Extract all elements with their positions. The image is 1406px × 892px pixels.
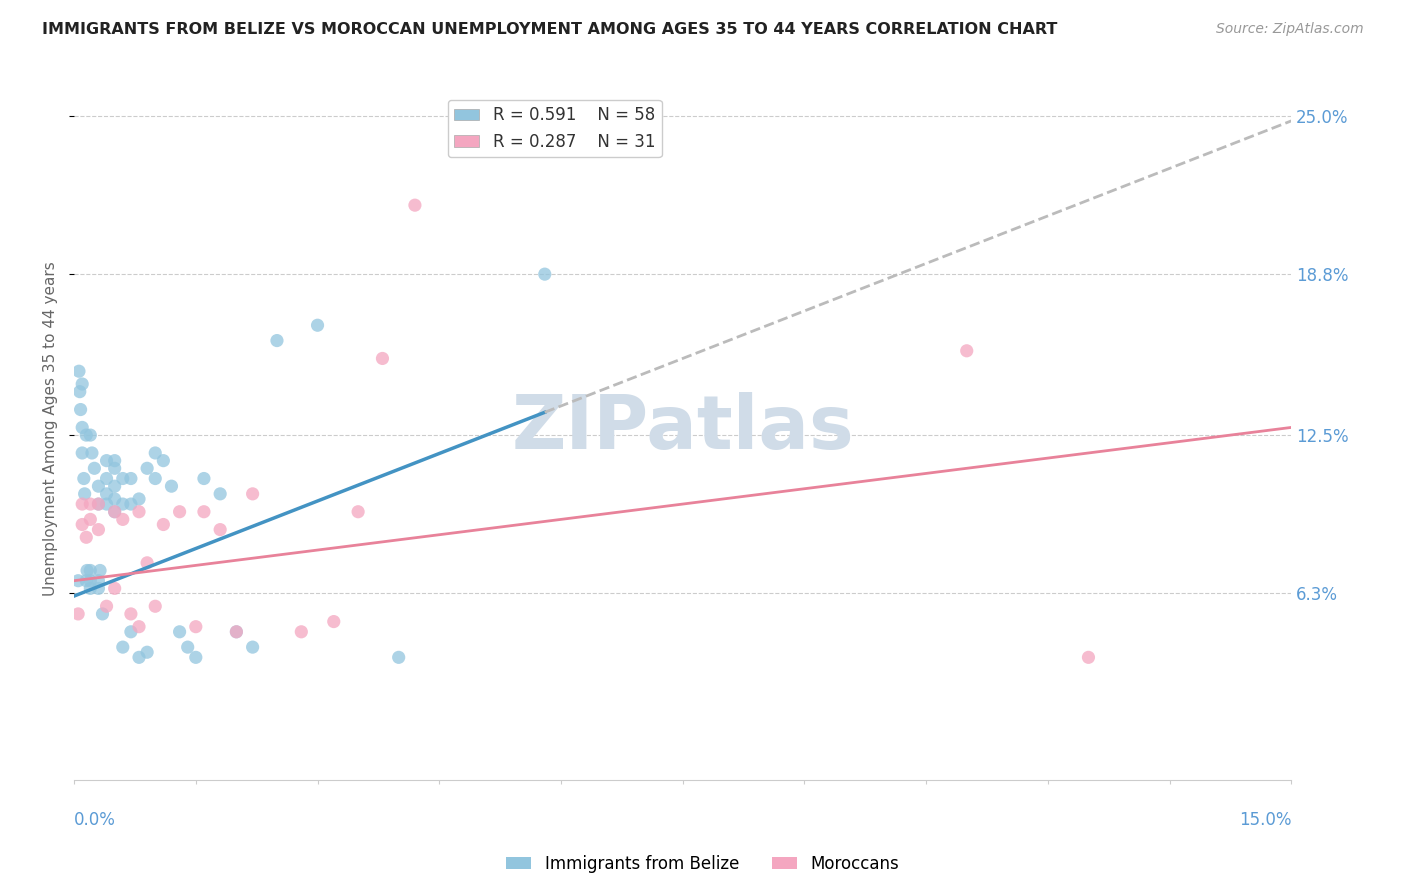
Point	[152, 453, 174, 467]
Point	[136, 461, 159, 475]
Point	[290, 624, 312, 639]
Point	[70, 446, 93, 460]
Point	[89, 564, 111, 578]
Point	[128, 491, 150, 506]
Point	[67, 364, 90, 378]
Point	[79, 497, 101, 511]
Text: 15.0%: 15.0%	[1239, 811, 1291, 829]
Text: IMMIGRANTS FROM BELIZE VS MOROCCAN UNEMPLOYMENT AMONG AGES 35 TO 44 YEARS CORREL: IMMIGRANTS FROM BELIZE VS MOROCCAN UNEMP…	[42, 22, 1057, 37]
Point	[266, 334, 288, 348]
Point	[143, 446, 166, 460]
Point	[143, 471, 166, 485]
Point	[70, 517, 93, 532]
Point	[96, 599, 118, 614]
Text: ZIPatlas: ZIPatlas	[512, 392, 853, 466]
Point	[193, 471, 215, 485]
Point	[533, 267, 555, 281]
Point	[1077, 650, 1099, 665]
Legend: R = 0.591    N = 58, R = 0.287    N = 31: R = 0.591 N = 58, R = 0.287 N = 31	[447, 100, 662, 158]
Point	[104, 461, 127, 475]
Point	[87, 497, 110, 511]
Point	[104, 453, 127, 467]
Point	[70, 497, 93, 511]
Point	[404, 198, 426, 212]
Point	[111, 471, 134, 485]
Point	[225, 624, 247, 639]
Point	[177, 640, 200, 654]
Point	[70, 420, 93, 434]
Point	[79, 428, 101, 442]
Point	[120, 607, 142, 621]
Point	[67, 574, 90, 588]
Point	[96, 487, 118, 501]
Point	[128, 620, 150, 634]
Point	[87, 479, 110, 493]
Point	[111, 640, 134, 654]
Point	[120, 471, 142, 485]
Point	[79, 512, 101, 526]
Point	[242, 640, 264, 654]
Point	[75, 530, 97, 544]
Point	[111, 497, 134, 511]
Point	[69, 402, 91, 417]
Point	[956, 343, 979, 358]
Point	[80, 446, 103, 460]
Point	[79, 574, 101, 588]
Point	[322, 615, 344, 629]
Text: Source: ZipAtlas.com: Source: ZipAtlas.com	[1216, 22, 1364, 37]
Text: 0.0%: 0.0%	[75, 811, 115, 829]
Point	[83, 461, 105, 475]
Point	[242, 487, 264, 501]
Y-axis label: Unemployment Among Ages 35 to 44 years: Unemployment Among Ages 35 to 44 years	[44, 261, 58, 596]
Point	[143, 599, 166, 614]
Point	[136, 556, 159, 570]
Point	[209, 523, 232, 537]
Point	[104, 505, 127, 519]
Point	[75, 428, 97, 442]
Point	[76, 564, 98, 578]
Point	[347, 505, 370, 519]
Point	[136, 645, 159, 659]
Legend: Immigrants from Belize, Moroccans: Immigrants from Belize, Moroccans	[499, 848, 907, 880]
Point	[160, 479, 183, 493]
Point	[91, 607, 114, 621]
Point	[73, 471, 96, 485]
Point	[307, 318, 329, 333]
Point	[73, 487, 96, 501]
Point	[120, 624, 142, 639]
Point	[169, 505, 191, 519]
Point	[87, 574, 110, 588]
Point	[104, 491, 127, 506]
Point	[209, 487, 232, 501]
Point	[75, 574, 97, 588]
Point	[225, 624, 247, 639]
Point	[371, 351, 394, 366]
Point	[184, 650, 207, 665]
Point	[96, 471, 118, 485]
Point	[184, 620, 207, 634]
Point	[87, 523, 110, 537]
Point	[104, 479, 127, 493]
Point	[70, 376, 93, 391]
Point	[69, 384, 91, 399]
Point	[87, 497, 110, 511]
Point	[128, 505, 150, 519]
Point	[87, 582, 110, 596]
Point	[152, 517, 174, 532]
Point	[111, 512, 134, 526]
Point	[128, 650, 150, 665]
Point	[67, 607, 90, 621]
Point	[104, 505, 127, 519]
Point	[96, 453, 118, 467]
Point	[193, 505, 215, 519]
Point	[388, 650, 411, 665]
Point	[96, 497, 118, 511]
Point	[120, 497, 142, 511]
Point	[169, 624, 191, 639]
Point	[79, 582, 101, 596]
Point	[104, 582, 127, 596]
Point	[79, 564, 101, 578]
